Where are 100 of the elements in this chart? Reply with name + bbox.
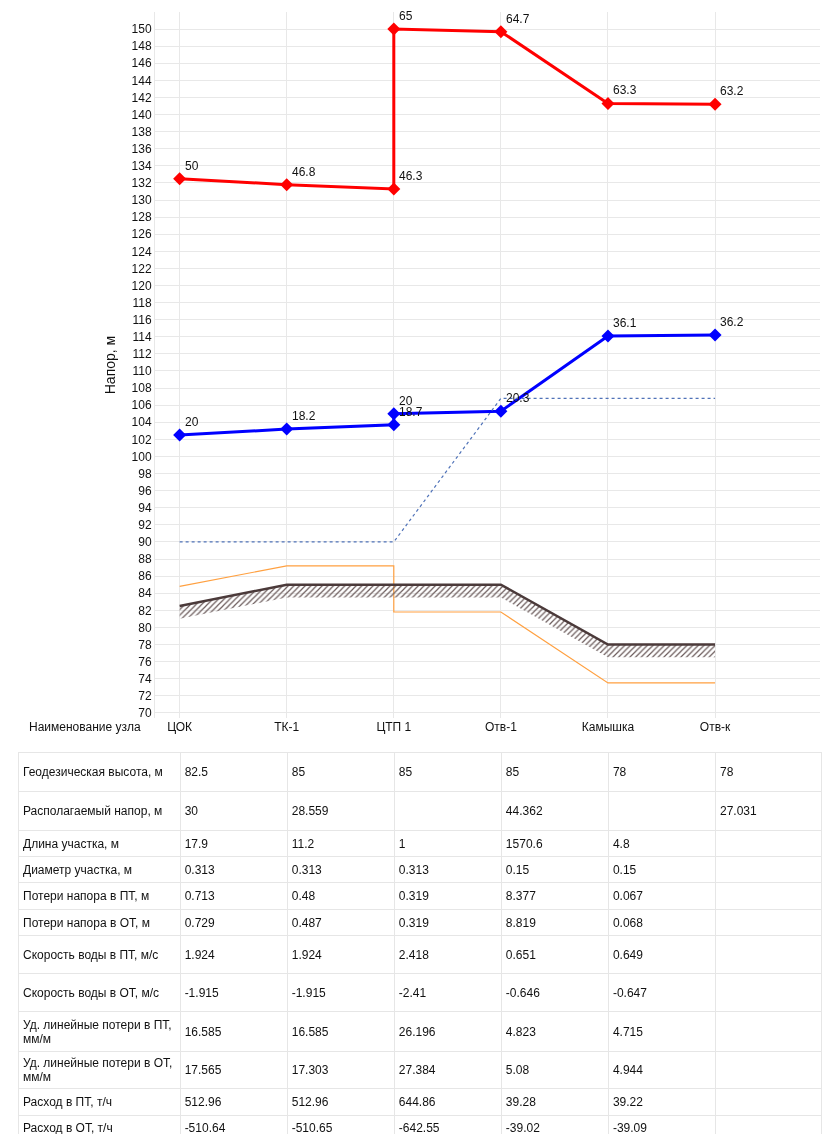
text: 27.031 [720,804,757,818]
y-tick-label: 104 [131,415,152,430]
text: 27.384 [398,1063,436,1077]
category-label: Уд. линейные потери в ПТ, мм/м [23,1017,172,1046]
category-label: Скорость воды в ПТ, м/с [23,947,159,962]
x-tick-label: ЦТП 1 [376,720,412,734]
y-tick-label: 126 [131,227,152,242]
text: 0.319 [398,915,429,930]
annotation: 50 [185,159,199,173]
text: 8.377 [505,889,536,903]
y-tick-label: 100 [131,449,152,464]
y-tick-label: 98 [138,466,152,481]
annotation: 20 [185,415,199,429]
annotation: 36.1 [613,316,637,330]
annotation: 36.2 [720,315,744,329]
y-tick-label: 108 [131,381,152,396]
annotation: 18.2 [292,409,316,423]
y-tick-label: 146 [131,56,152,71]
category-label: Скорость воды в ОТ, м/с [23,985,160,1000]
text: 39.28 [505,1095,536,1109]
y-tick-label: 134 [131,159,152,174]
text: 512.96 [184,1095,222,1109]
text: 17.303 [291,1063,329,1077]
x-tick-label: ТК-1 [274,720,300,734]
text: 2.418 [398,947,429,962]
text: 44.362 [505,804,543,818]
text: 512.96 [291,1095,329,1109]
x-tick-label: Отв-к [699,720,732,734]
y-tick-label: 128 [131,210,152,225]
y-tick-label: 84 [138,586,152,601]
annotation: 46.8 [292,165,316,179]
y-tick-label: 76 [138,654,152,669]
category-label: Диаметр участка, м [23,862,133,877]
y-tick-label: 86 [138,569,152,584]
y-tick-label: 144 [131,73,152,88]
y-tick-label: 116 [132,312,152,327]
text: 5.08 [505,1063,530,1077]
text: 16.585 [184,1024,222,1039]
text: 0.068 [612,915,643,930]
y-tick-label: 142 [131,90,152,105]
y-tick-label: 124 [131,244,152,259]
x-tick-label: ЦОК [167,720,193,734]
y-tick-label: 114 [132,329,152,344]
text: 1.924 [291,947,322,962]
text: -510.64 [184,1120,226,1134]
x-tick-label: Камышка [581,720,635,734]
text: 30 [184,804,198,818]
text: 0.729 [184,915,215,930]
annotation: 65 [399,9,413,23]
y-tick-label: 130 [131,193,152,208]
y-tick-label: 88 [138,552,152,567]
text: 1 [398,836,406,851]
text: 4.715 [612,1024,643,1039]
text: 85 [505,765,520,779]
text: 4.8 [612,836,630,851]
text: 4.944 [612,1063,643,1077]
text: -1.915 [291,985,326,1000]
category-label: Расход в ПТ, т/ч [23,1095,112,1109]
text: 8.819 [505,915,536,930]
text: 39.22 [612,1095,643,1109]
text: 82.5 [184,765,208,779]
y-tick-label: 82 [138,603,152,618]
y-tick-label: 72 [138,688,152,703]
y-tick-label: 118 [132,295,152,310]
annotation: 64.7 [506,12,530,26]
text: -642.55 [398,1120,440,1134]
y-axis-title: Напор, м [102,335,119,395]
text: 0.067 [612,889,643,903]
text: -0.647 [612,985,647,1000]
y-tick-label: 122 [131,261,152,276]
y-tick-label: 102 [131,432,152,447]
category-label: Длина участка, м [23,836,119,851]
text: 0.319 [398,889,429,903]
y-tick-label: 132 [131,176,152,191]
text: 0.649 [612,947,643,962]
text: -39.02 [505,1120,540,1134]
text: 0.48 [291,889,316,903]
text: -2.41 [398,985,427,1000]
y-tick-label: 94 [138,500,152,515]
text: 644.86 [398,1095,436,1109]
text: 0.487 [291,915,322,930]
text: 4.823 [505,1024,536,1039]
x-axis-title: Наименование узла [29,720,141,734]
x-tick-label: Отв-1 [484,720,518,734]
y-tick-label: 106 [131,398,152,413]
y-tick-label: 136 [131,141,152,156]
text: 17.9 [184,836,208,851]
text: -1.915 [184,985,219,1000]
text: 0.15 [612,862,637,877]
text: 28.559 [291,804,329,818]
text: 0.713 [184,889,215,903]
text: 11.2 [291,836,315,851]
category-label: Уд. линейные потери в ОТ, мм/м [23,1056,173,1084]
text: 78 [720,765,734,779]
text: 85 [398,765,413,779]
text: 0.313 [398,862,429,877]
annotation: 20 [399,394,413,408]
y-tick-label: 96 [138,483,152,498]
text: 0.651 [505,947,536,962]
y-tick-label: 90 [138,535,152,550]
